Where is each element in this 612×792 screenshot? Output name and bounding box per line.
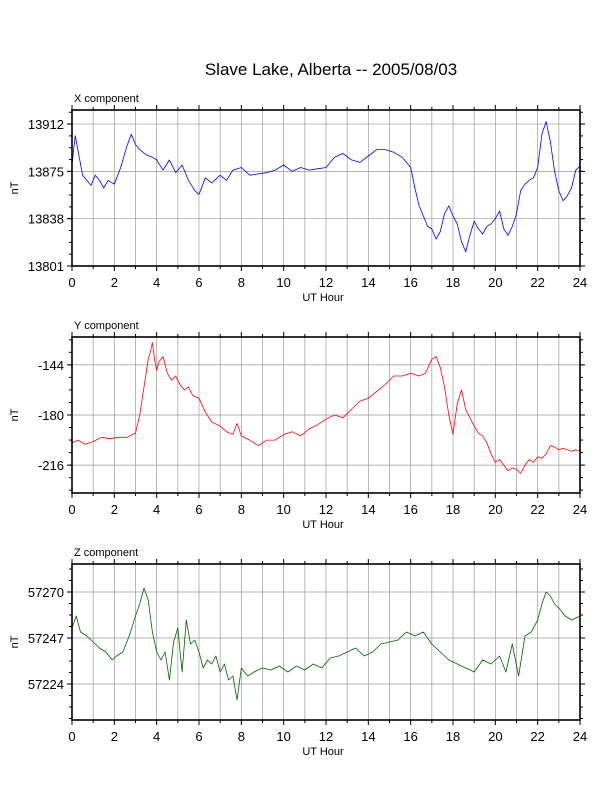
x-tick-label: 4	[153, 502, 160, 517]
x-tick-label: 6	[195, 275, 202, 290]
x-tick-label: 10	[276, 275, 290, 290]
x-tick-label: 22	[530, 729, 544, 744]
x-tick-label: 24	[573, 502, 587, 517]
x-tick-label: 16	[403, 502, 417, 517]
x-tick-label: 16	[403, 729, 417, 744]
x-tick-label: 12	[319, 729, 333, 744]
y-axis-title: nT	[9, 635, 21, 648]
x-tick-label: 0	[68, 729, 75, 744]
y-tick-label: -144	[38, 358, 64, 373]
x-tick-label: 14	[361, 729, 375, 744]
x-tick-label: 2	[111, 502, 118, 517]
y-tick-label: 57224	[28, 677, 64, 692]
series-line-z	[71, 587, 581, 701]
x-tick-label: 12	[319, 502, 333, 517]
x-tick-label: 2	[111, 729, 118, 744]
x-tick-label: 6	[195, 729, 202, 744]
y-axis-title: nT	[9, 408, 21, 421]
panel-title: X component	[74, 93, 139, 105]
x-axis-title: UT Hour	[302, 746, 344, 758]
x-tick-label: 14	[361, 502, 375, 517]
x-tick-label: 0	[68, 275, 75, 290]
series-line-x	[71, 121, 581, 253]
y-tick-label: 13875	[28, 164, 64, 179]
panel-title: Y component	[74, 320, 139, 332]
y-tick-label: 13801	[28, 259, 64, 274]
x-tick-label: 24	[573, 275, 587, 290]
series-line-y	[71, 342, 581, 474]
x-tick-label: 10	[276, 729, 290, 744]
x-tick-label: 8	[238, 729, 245, 744]
y-tick-label: 57247	[28, 631, 64, 646]
x-axis-title: UT Hour	[302, 292, 344, 304]
x-axis-title: UT Hour	[302, 519, 344, 531]
x-tick-label: 20	[488, 729, 502, 744]
x-tick-label: 18	[446, 729, 460, 744]
panel-title: Z component	[74, 547, 138, 559]
x-tick-label: 10	[276, 502, 290, 517]
x-tick-label: 2	[111, 275, 118, 290]
panel-x-component: 0 2 4 6 8 10 12 14 16 18 20 22 241380113838138751391…	[9, 93, 587, 304]
y-tick-label: 13912	[28, 117, 64, 132]
x-tick-label: 8	[238, 275, 245, 290]
x-tick-label: 12	[319, 275, 333, 290]
y-tick-label: 57270	[28, 585, 64, 600]
y-axis-title: nT	[9, 181, 21, 194]
x-tick-label: 20	[488, 275, 502, 290]
x-tick-label: 20	[488, 502, 502, 517]
x-tick-label: 4	[153, 729, 160, 744]
x-tick-label: 0	[68, 502, 75, 517]
y-tick-label: -216	[38, 458, 64, 473]
x-tick-label: 6	[195, 502, 202, 517]
x-tick-label: 22	[530, 275, 544, 290]
y-tick-label: 13838	[28, 212, 64, 227]
x-tick-label: 14	[361, 275, 375, 290]
x-tick-label: 24	[573, 729, 587, 744]
y-tick-label: -180	[38, 408, 64, 423]
chart-main-title: Slave Lake, Alberta -- 2005/08/03	[205, 60, 457, 79]
x-tick-label: 16	[403, 275, 417, 290]
x-tick-label: 4	[153, 275, 160, 290]
x-tick-label: 8	[238, 502, 245, 517]
x-tick-label: 18	[446, 275, 460, 290]
x-tick-label: 22	[530, 502, 544, 517]
x-tick-label: 18	[446, 502, 460, 517]
